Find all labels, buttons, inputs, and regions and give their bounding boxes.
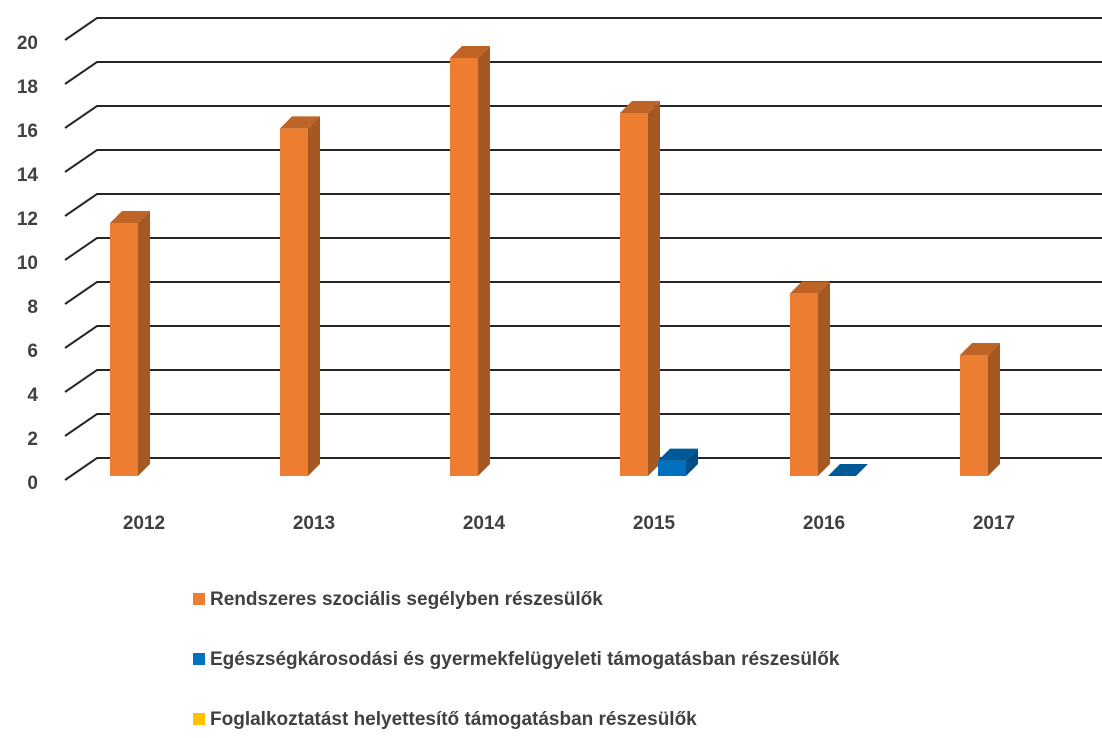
x-tick-label: 2012 <box>123 513 165 534</box>
grid-line <box>64 61 1102 85</box>
bar-face <box>658 460 686 476</box>
bar-face <box>828 464 868 476</box>
y-tick-label: 6 <box>27 341 38 362</box>
bar <box>960 343 1000 476</box>
grid-line <box>64 193 1102 217</box>
legend-label: Egészségkárosodási és gyermekfelügyeleti… <box>210 649 840 670</box>
bar-face <box>960 355 988 476</box>
bar <box>658 448 698 476</box>
y-tick-label: 10 <box>17 253 38 274</box>
bar-face <box>686 448 698 476</box>
y-tick-label: 2 <box>27 429 38 450</box>
bar-face <box>790 293 818 476</box>
bar <box>110 211 150 476</box>
bar-face <box>450 58 478 476</box>
bar-face <box>110 223 138 476</box>
y-tick-label: 0 <box>27 473 38 494</box>
grid-line <box>64 457 1102 481</box>
bar-face <box>620 101 660 113</box>
y-tick-label: 14 <box>17 165 39 186</box>
y-tick-label: 12 <box>17 209 38 230</box>
bar-face <box>988 343 1000 476</box>
x-tick-label: 2016 <box>803 513 845 534</box>
y-tick-label: 18 <box>17 77 38 98</box>
x-tick-label: 2013 <box>293 513 335 534</box>
bar-face <box>478 46 490 476</box>
grid-line <box>64 237 1102 261</box>
bar-face <box>960 343 1000 355</box>
legend-label: Rendszeres szociális segélyben részesülő… <box>210 589 603 610</box>
bar-face <box>280 128 308 476</box>
bar-face <box>790 281 830 294</box>
bar-face <box>110 211 150 223</box>
grid-line <box>64 105 1102 129</box>
bar <box>620 101 660 476</box>
y-tick-label: 8 <box>27 297 38 318</box>
x-tick-label: 2017 <box>973 513 1015 534</box>
bar-face <box>308 116 320 477</box>
bar <box>280 116 320 477</box>
legend-label: Foglalkoztatást helyettesítő támogatásba… <box>210 709 697 730</box>
grid-line <box>64 369 1102 393</box>
bar <box>450 46 490 476</box>
legend-swatch <box>193 653 205 665</box>
grid-line <box>64 413 1102 437</box>
bar-face <box>138 211 150 476</box>
y-tick-label: 4 <box>27 385 38 406</box>
bar <box>790 281 830 476</box>
x-tick-label: 2014 <box>463 513 506 534</box>
y-tick-label: 16 <box>17 121 38 142</box>
grid-line <box>64 281 1102 305</box>
x-tick-label: 2015 <box>633 513 676 534</box>
bar-face <box>280 116 320 129</box>
bar-face <box>818 281 830 476</box>
grid-line <box>64 149 1102 173</box>
legend-swatch <box>193 593 205 605</box>
y-tick-label: 20 <box>17 33 38 54</box>
bar-face <box>620 113 648 476</box>
legend-swatch <box>193 713 205 725</box>
bar-face <box>648 101 660 476</box>
bar <box>828 464 868 476</box>
grid-line <box>64 17 1102 41</box>
bar-face <box>658 448 698 461</box>
bar-face <box>450 46 490 58</box>
grid-line <box>64 325 1102 349</box>
